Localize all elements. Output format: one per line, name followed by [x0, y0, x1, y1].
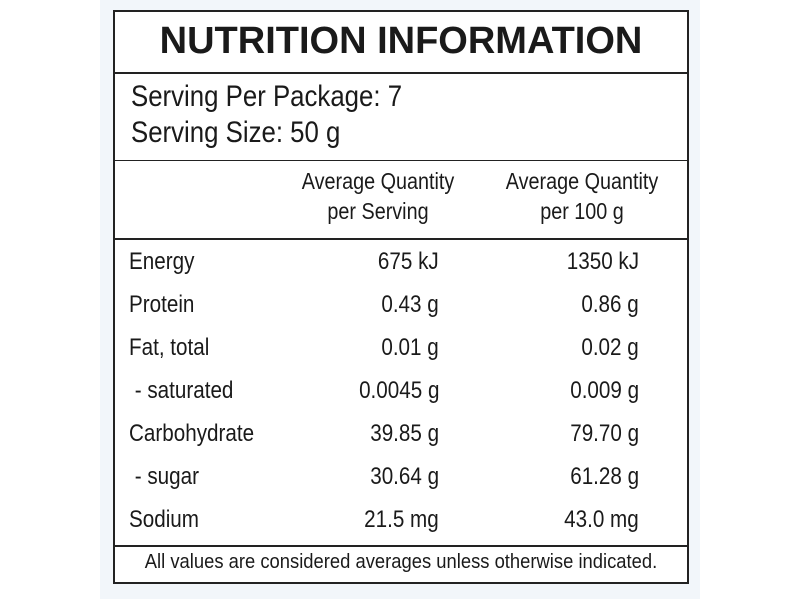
serving-per-package: Serving Per Package: 7	[131, 80, 403, 113]
per-100g-value: 61.28 g	[570, 463, 639, 490]
nutrient-name: Fat, total	[129, 334, 210, 361]
nutrient-name: Energy	[129, 248, 195, 275]
per-100g-value: 43.0 mg	[564, 506, 639, 533]
nutrient-name: Sodium	[129, 506, 199, 533]
per-100g-value: 0.86 g	[581, 291, 639, 318]
title: NUTRITION INFORMATION	[159, 20, 643, 62]
per-serving-value: 30.64 g	[370, 463, 439, 490]
serving-size: Serving Size: 50 g	[131, 116, 341, 149]
per-100g-value: 0.02 g	[581, 334, 639, 361]
divider	[115, 72, 687, 74]
nutrient-name: - saturated	[129, 377, 234, 404]
per-100g-value: 1350 kJ	[566, 248, 639, 275]
footer-note: All values are considered averages unles…	[144, 551, 658, 573]
divider	[115, 238, 687, 240]
per-serving-value: 0.01 g	[381, 334, 439, 361]
per-serving-value: 39.85 g	[370, 420, 439, 447]
divider	[115, 160, 687, 161]
per-100g-value: 79.70 g	[570, 420, 639, 447]
nutrient-name: Protein	[129, 291, 195, 318]
column-header: Average Quantity	[505, 168, 659, 194]
column-header: Average Quantity	[301, 168, 455, 194]
per-serving-value: 0.0045 g	[358, 377, 439, 404]
column-header: per 100 g	[540, 198, 624, 224]
per-serving-value: 0.43 g	[381, 291, 439, 318]
nutrition-label: NUTRITION INFORMATION Serving Per Packag…	[113, 10, 689, 584]
divider	[115, 545, 687, 547]
nutrient-name: Carbohydrate	[129, 420, 255, 447]
per-serving-value: 21.5 mg	[364, 506, 439, 533]
per-serving-value: 675 kJ	[378, 248, 439, 275]
nutrient-name: - sugar	[129, 463, 199, 490]
column-header: per Serving	[327, 198, 429, 224]
per-100g-value: 0.009 g	[570, 377, 639, 404]
